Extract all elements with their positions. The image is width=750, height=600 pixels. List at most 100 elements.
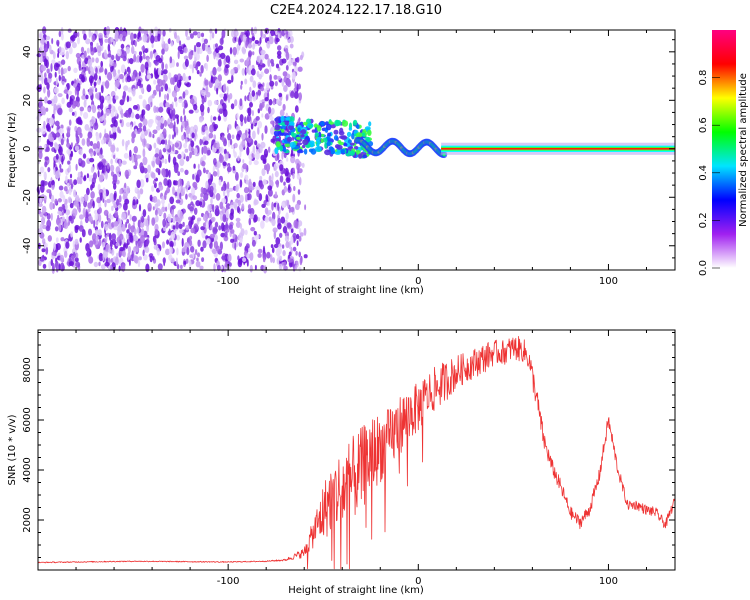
noise-speckle <box>126 95 130 103</box>
noise-speckle <box>210 174 214 182</box>
noise-speckle <box>46 219 52 229</box>
noise-speckle <box>42 263 47 269</box>
noise-speckle <box>67 28 72 33</box>
noise-speckle <box>269 80 275 87</box>
noise-speckle <box>97 111 102 119</box>
snr-ytick-label: 4000 <box>22 457 33 482</box>
onset-blob <box>327 132 332 137</box>
noise-speckle <box>105 108 110 117</box>
noise-speckle <box>170 257 175 263</box>
noise-speckle <box>59 168 64 173</box>
noise-speckle <box>84 124 90 131</box>
noise-speckle <box>268 99 273 106</box>
noise-speckle <box>200 186 204 194</box>
noise-speckle <box>96 45 102 53</box>
noise-speckle <box>213 51 217 57</box>
noise-speckle <box>248 247 251 253</box>
noise-speckle <box>157 119 161 128</box>
noise-speckle <box>40 184 45 193</box>
noise-speckle <box>166 186 171 194</box>
noise-speckle <box>193 163 196 169</box>
noise-speckle <box>232 46 237 56</box>
noise-speckle <box>239 179 243 188</box>
noise-speckle <box>43 86 46 94</box>
noise-speckle <box>172 156 177 166</box>
noise-speckle <box>264 125 268 134</box>
noise-speckle <box>291 71 296 80</box>
noise-speckle <box>167 117 171 125</box>
noise-speckle <box>131 250 134 259</box>
noise-speckle <box>201 124 206 133</box>
noise-speckle <box>292 246 297 252</box>
noise-speckle <box>124 169 129 178</box>
noise-speckle <box>104 199 107 208</box>
noise-speckle <box>51 38 54 45</box>
noise-speckle <box>244 78 248 85</box>
noise-speckle <box>207 171 210 180</box>
noise-speckle <box>152 256 155 261</box>
onset-blob <box>309 142 314 148</box>
noise-speckle <box>127 30 131 36</box>
noise-speckle <box>269 65 272 73</box>
noise-speckle <box>271 201 274 211</box>
noise-speckle <box>98 207 102 214</box>
noise-speckle <box>228 124 232 130</box>
noise-speckle <box>214 221 219 228</box>
noise-speckle <box>135 113 140 120</box>
noise-speckle <box>258 193 263 202</box>
noise-speckle <box>98 261 101 267</box>
noise-speckle <box>247 107 252 117</box>
noise-speckle <box>143 167 148 174</box>
noise-speckle <box>55 77 59 86</box>
noise-speckle <box>127 252 131 260</box>
noise-speckle <box>117 126 120 133</box>
noise-speckle <box>186 247 190 256</box>
noise-speckle <box>220 232 226 238</box>
onset-blob <box>286 136 293 142</box>
noise-speckle <box>83 193 89 202</box>
noise-speckle <box>277 223 282 230</box>
noise-speckle <box>127 223 131 231</box>
noise-speckle <box>292 61 297 66</box>
noise-speckle <box>100 84 104 94</box>
noise-speckle <box>201 89 207 97</box>
noise-speckle <box>95 132 100 142</box>
noise-speckle <box>273 165 278 172</box>
noise-speckle <box>190 194 193 201</box>
noise-speckle <box>138 71 141 77</box>
noise-speckle <box>73 179 78 186</box>
noise-speckle <box>115 109 118 117</box>
noise-speckle <box>216 142 220 150</box>
noise-speckle <box>79 106 85 112</box>
noise-speckle <box>285 241 290 249</box>
noise-speckle <box>199 138 203 146</box>
spec-ytick-label: -20 <box>22 189 33 205</box>
onset-blob <box>347 139 352 144</box>
onset-blob <box>349 142 355 146</box>
noise-speckle <box>249 186 255 191</box>
noise-speckle <box>209 124 214 133</box>
noise-speckle <box>160 139 166 145</box>
noise-speckle <box>251 153 254 158</box>
noise-speckle <box>156 78 161 85</box>
noise-speckle <box>93 81 97 87</box>
noise-speckle <box>93 172 97 180</box>
noise-speckle <box>61 97 65 105</box>
noise-speckle <box>268 175 272 183</box>
onset-blob <box>368 121 372 127</box>
noise-speckle <box>192 60 197 68</box>
noise-speckle <box>172 215 176 224</box>
onset-blob <box>362 154 368 159</box>
noise-speckle <box>155 215 159 223</box>
colorbar-tick-label: 0.0 <box>698 260 709 276</box>
noise-speckle <box>99 95 105 104</box>
noise-speckle <box>86 248 90 258</box>
noise-speckle <box>257 253 262 258</box>
noise-speckle <box>36 127 42 133</box>
noise-speckle <box>273 243 279 249</box>
noise-speckle <box>121 160 127 165</box>
noise-speckle <box>230 145 234 149</box>
noise-speckle <box>125 243 128 249</box>
noise-speckle <box>99 102 104 111</box>
noise-speckle <box>76 202 80 211</box>
